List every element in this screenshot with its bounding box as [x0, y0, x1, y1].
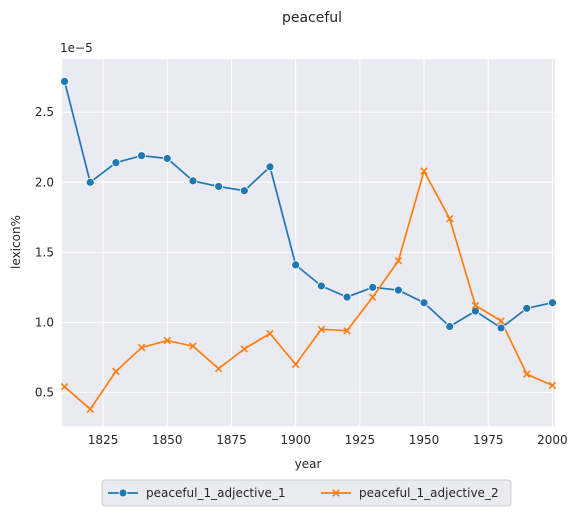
y-tick-label: 2.5 [35, 105, 54, 119]
x-tick-label: 1925 [345, 433, 376, 447]
data-point-series-2 [86, 405, 95, 413]
data-point-series-2 [420, 167, 428, 175]
data-point-series-2 [497, 317, 505, 325]
x-axis-title: year [295, 457, 322, 471]
data-point-series-2 [214, 364, 223, 373]
data-point-series-1 [471, 306, 480, 316]
series-markers [60, 77, 557, 413]
y-offset-label: 1e−5 [60, 41, 93, 55]
data-point-series-1 [522, 303, 532, 313]
data-point-series-2 [189, 342, 197, 350]
data-point-series-2 [266, 329, 274, 338]
x-tick-label: 1950 [409, 433, 440, 447]
data-point-series-1 [239, 186, 249, 196]
chart-title: peaceful [282, 10, 342, 26]
x-tick-label: 1850 [152, 433, 183, 447]
data-point-series-2 [60, 383, 69, 391]
y-tick-label: 1.5 [35, 245, 54, 259]
data-point-series-1 [548, 298, 557, 308]
data-point-series-2 [394, 256, 403, 265]
data-point-series-1 [162, 154, 172, 163]
data-point-series-2 [522, 370, 531, 378]
data-point-series-1 [291, 260, 301, 270]
y-tick-label: 0.5 [35, 385, 54, 399]
data-point-series-2 [112, 367, 120, 376]
series-line-2 [64, 170, 553, 411]
data-point-series-2 [317, 325, 326, 334]
data-point-series-1 [265, 162, 275, 172]
data-point-series-2 [343, 326, 351, 335]
x-axis-ticks: 1825 1850 1875 1900 1925 1950 1975 2000 [88, 433, 568, 447]
x-tick-label: 1900 [280, 433, 311, 447]
legend: peaceful_1_adjective_1 peaceful_1_adjecti… [101, 479, 512, 507]
data-point-series-2 [137, 343, 146, 352]
data-point-series-1 [111, 158, 121, 168]
data-point-series-1 [393, 285, 403, 295]
data-point-series-2 [548, 381, 557, 390]
data-point-series-1 [342, 292, 352, 302]
legend-label: peaceful_1_adjective_2 [359, 486, 499, 500]
data-point-series-2 [445, 214, 454, 223]
data-point-series-1 [214, 182, 224, 191]
data-point-series-1 [188, 176, 198, 186]
data-point-series-2 [291, 360, 300, 369]
data-point-series-1 [85, 177, 95, 187]
data-point-series-1 [445, 322, 455, 331]
data-point-series-1 [137, 151, 146, 161]
plot-area [62, 59, 555, 426]
legend-marker [332, 489, 340, 497]
y-axis-title: lexicon% [9, 215, 23, 269]
data-point-series-1 [419, 298, 429, 308]
y-tick-label: 1.0 [35, 315, 54, 329]
data-point-series-1 [368, 282, 378, 292]
data-point-series-1 [60, 77, 69, 86]
legend-marker [118, 488, 128, 498]
legend-label: peaceful_1_adjective_1 [146, 486, 286, 500]
grid-lines [62, 59, 555, 426]
x-tick-label: 1875 [216, 433, 247, 447]
data-point-series-2 [368, 293, 377, 301]
data-point-series-1 [496, 323, 506, 333]
x-tick-label: 1975 [473, 433, 504, 447]
data-point-series-1 [316, 281, 326, 291]
data-point-series-2 [471, 301, 480, 310]
x-tick-label: 2000 [537, 433, 568, 447]
y-axis-ticks: 0.5 1.0 1.5 2.0 2.5 [35, 105, 54, 399]
data-point-series-2 [240, 345, 249, 353]
legend-frame [101, 479, 512, 507]
data-point-series-2 [163, 336, 172, 345]
y-tick-label: 2.0 [35, 175, 54, 189]
x-tick-label: 1825 [88, 433, 119, 447]
